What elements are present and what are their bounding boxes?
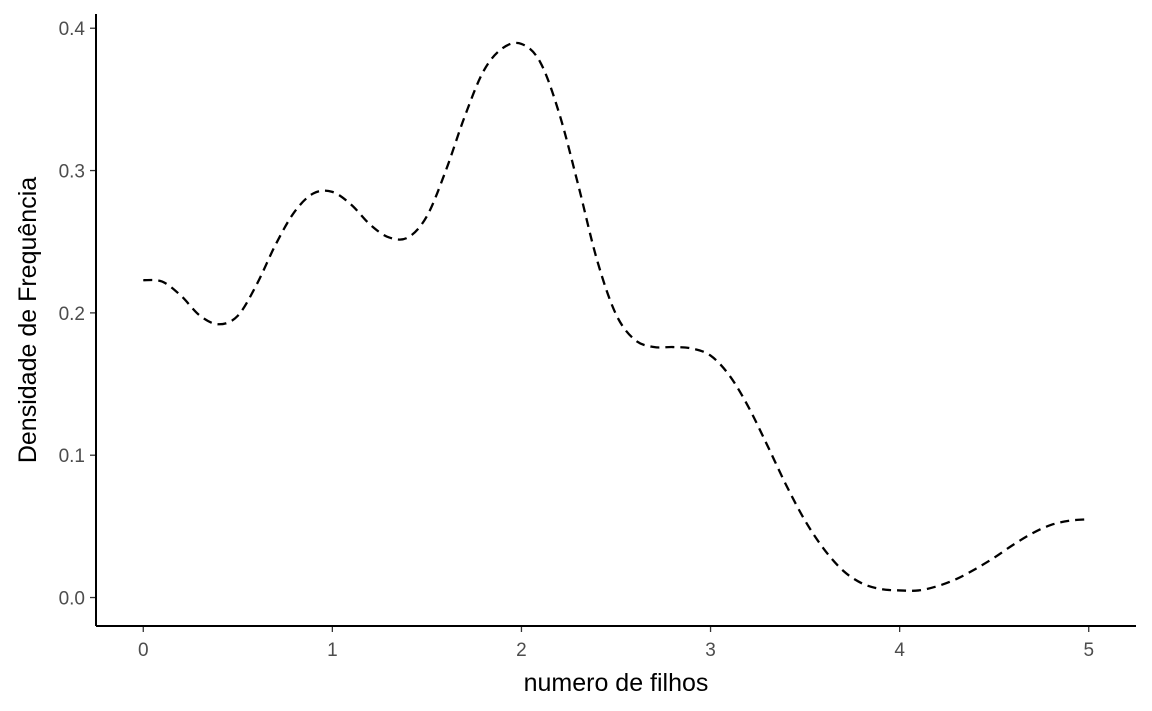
x-tick-label: 2 <box>516 640 527 661</box>
x-axis-title: numero de filhos <box>524 669 709 697</box>
x-tick-label: 0 <box>138 640 149 661</box>
y-tick-label: 0.1 <box>59 446 85 467</box>
y-axis-title: Densidade de Frequência <box>14 177 42 463</box>
x-tick-label: 1 <box>327 640 338 661</box>
density-series-line <box>143 41 1089 592</box>
x-axis-ticks: 0 1 2 3 4 5 <box>138 626 1094 661</box>
y-tick-label: 0.4 <box>59 19 86 40</box>
x-tick-label: 4 <box>894 640 905 661</box>
y-axis-ticks: 0.0 0.1 0.2 0.3 0.4 <box>59 19 96 610</box>
y-tick-label: 0.2 <box>59 304 85 325</box>
y-tick-label: 0.3 <box>59 162 85 183</box>
x-tick-label: 3 <box>705 640 716 661</box>
x-tick-label: 5 <box>1083 640 1094 661</box>
y-tick-label: 0.0 <box>59 589 85 610</box>
